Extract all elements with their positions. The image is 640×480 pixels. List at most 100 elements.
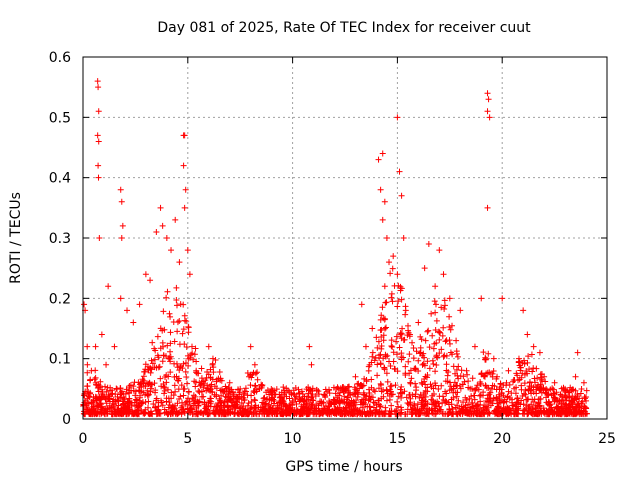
data-point bbox=[379, 216, 386, 223]
data-point bbox=[406, 351, 413, 358]
data-point bbox=[375, 156, 382, 163]
data-point bbox=[352, 386, 359, 393]
data-point bbox=[406, 331, 413, 338]
data-point bbox=[433, 301, 440, 308]
data-point bbox=[505, 367, 512, 374]
data-point bbox=[378, 381, 385, 388]
data-point bbox=[470, 403, 477, 410]
data-point bbox=[84, 343, 91, 350]
data-point bbox=[369, 353, 376, 360]
data-point bbox=[278, 394, 285, 401]
data-point bbox=[414, 406, 421, 413]
data-point bbox=[366, 389, 373, 396]
data-point bbox=[577, 390, 584, 397]
data-point bbox=[142, 399, 149, 406]
data-point bbox=[87, 377, 94, 384]
data-point bbox=[477, 398, 484, 405]
data-point bbox=[533, 386, 540, 393]
data-point bbox=[221, 398, 228, 405]
data-point bbox=[191, 351, 198, 358]
data-point bbox=[176, 395, 183, 402]
data-point bbox=[260, 395, 267, 402]
data-point bbox=[89, 399, 96, 406]
data-point bbox=[152, 347, 159, 354]
data-point bbox=[474, 382, 481, 389]
data-point bbox=[381, 365, 388, 372]
data-point bbox=[434, 408, 441, 415]
data-point bbox=[400, 235, 407, 241]
data-point bbox=[113, 385, 120, 392]
data-point bbox=[103, 388, 110, 395]
data-point bbox=[479, 407, 486, 414]
data-point bbox=[471, 343, 478, 350]
data-point bbox=[135, 410, 142, 417]
data-point bbox=[397, 287, 404, 294]
data-point bbox=[325, 403, 332, 410]
data-point bbox=[319, 407, 326, 414]
data-point bbox=[383, 370, 390, 377]
data-point bbox=[504, 393, 511, 400]
data-point bbox=[350, 398, 357, 405]
x-tick-labels: 0 5 10 15 20 25 bbox=[79, 431, 616, 447]
data-point bbox=[218, 400, 225, 407]
data-point bbox=[195, 408, 202, 415]
data-point bbox=[114, 386, 121, 393]
data-point bbox=[425, 411, 432, 418]
data-point bbox=[180, 386, 187, 393]
data-point bbox=[361, 375, 368, 382]
data-point bbox=[514, 394, 521, 401]
y-tick-labels: 0 0.1 0.2 0.3 0.4 0.5 0.6 bbox=[49, 50, 71, 428]
data-point bbox=[259, 406, 266, 413]
data-point bbox=[126, 387, 133, 394]
data-point bbox=[267, 406, 274, 413]
data-point bbox=[523, 402, 530, 409]
data-point bbox=[207, 395, 214, 402]
data-point bbox=[90, 406, 97, 413]
data-point bbox=[575, 409, 582, 416]
data-point bbox=[174, 377, 181, 384]
data-point bbox=[124, 405, 131, 412]
data-point bbox=[429, 392, 436, 399]
scatter-points bbox=[80, 78, 590, 418]
data-point bbox=[486, 391, 493, 398]
data-point bbox=[95, 162, 102, 169]
data-point bbox=[195, 402, 202, 409]
data-point bbox=[528, 383, 535, 390]
data-point bbox=[576, 395, 583, 402]
data-point bbox=[198, 365, 205, 372]
data-point bbox=[229, 388, 236, 395]
data-point bbox=[118, 411, 125, 418]
data-point bbox=[543, 399, 550, 406]
data-point bbox=[103, 361, 110, 368]
data-point bbox=[251, 361, 258, 368]
data-point bbox=[484, 108, 491, 115]
data-point bbox=[211, 403, 218, 410]
data-point bbox=[494, 403, 501, 410]
data-point bbox=[213, 391, 220, 398]
data-point bbox=[368, 394, 375, 401]
data-point bbox=[358, 399, 365, 406]
data-point bbox=[102, 383, 109, 390]
data-point bbox=[251, 397, 258, 404]
data-point bbox=[563, 397, 570, 404]
data-point bbox=[524, 396, 531, 403]
data-point bbox=[142, 368, 149, 375]
data-point bbox=[114, 398, 121, 405]
data-point bbox=[551, 379, 558, 386]
data-point bbox=[484, 404, 491, 411]
data-point bbox=[85, 400, 92, 407]
x-tick-label: 20 bbox=[493, 431, 511, 447]
data-point bbox=[333, 386, 340, 393]
data-point bbox=[124, 399, 131, 406]
data-point bbox=[453, 337, 460, 344]
data-point bbox=[109, 411, 116, 418]
data-point bbox=[173, 284, 180, 291]
data-point bbox=[159, 402, 166, 409]
data-point bbox=[383, 235, 390, 241]
data-point bbox=[384, 378, 391, 385]
data-point bbox=[188, 343, 195, 350]
data-point bbox=[284, 387, 291, 394]
data-point bbox=[422, 381, 429, 388]
data-point bbox=[183, 373, 190, 380]
data-point bbox=[352, 373, 359, 380]
